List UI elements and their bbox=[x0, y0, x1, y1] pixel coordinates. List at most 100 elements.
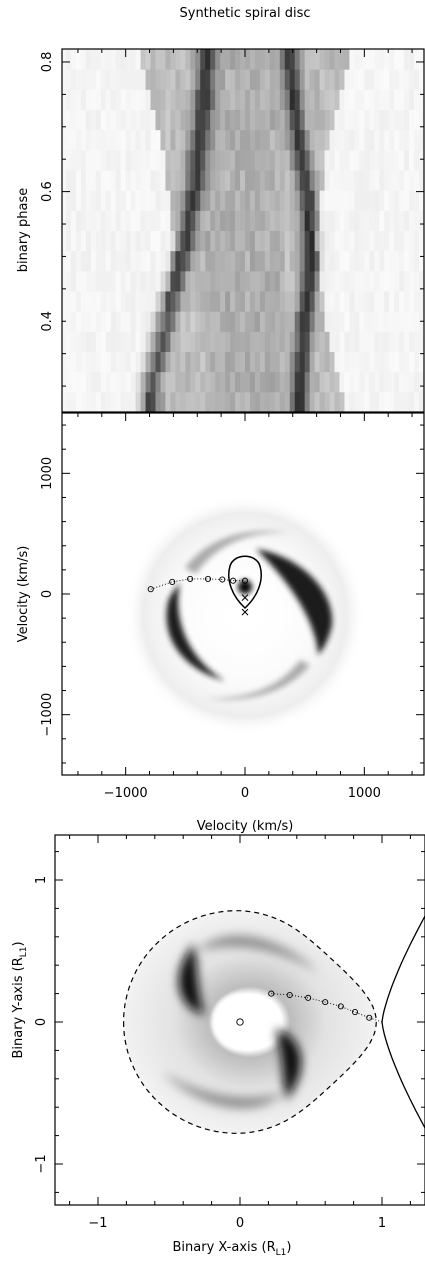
spectrum-pixel bbox=[210, 391, 216, 412]
spectrum-pixel bbox=[120, 69, 127, 90]
spectrum-pixel bbox=[230, 230, 236, 252]
spectrum-pixel bbox=[215, 49, 221, 70]
velocity-y-tick-label: 0 bbox=[40, 590, 55, 598]
spectrum-pixel bbox=[170, 129, 176, 151]
spectrum-pixel bbox=[170, 109, 176, 131]
spectrum-pixel bbox=[334, 190, 340, 211]
spectrum-pixel bbox=[359, 331, 365, 352]
spectrum-pixel bbox=[140, 270, 147, 292]
spectrum-pixel bbox=[165, 351, 171, 373]
spectrum-pixel bbox=[319, 250, 326, 272]
spectrum-pixel bbox=[225, 250, 231, 272]
doppler-spiral-arm-left bbox=[166, 583, 225, 681]
spectrum-pixel bbox=[304, 89, 311, 110]
spectrum-pixel bbox=[329, 190, 335, 211]
spectrum-pixel bbox=[349, 331, 355, 352]
spectrum-pixel bbox=[80, 210, 87, 231]
spectrum-pixel bbox=[125, 331, 132, 352]
spectrum-pixel bbox=[180, 270, 186, 292]
phase-axis-label: binary phase bbox=[16, 188, 31, 272]
spectrum-pixel bbox=[70, 311, 77, 332]
spectrum-pixel bbox=[374, 270, 380, 292]
spectrum-pixel bbox=[200, 190, 206, 211]
spectrum-pixel bbox=[170, 391, 176, 412]
spectrum-pixel bbox=[274, 331, 281, 352]
spectrum-pixel bbox=[195, 331, 201, 352]
spectrum-pixel bbox=[324, 250, 331, 272]
spectrum-pixel bbox=[170, 170, 176, 191]
spectrum-pixel bbox=[354, 351, 360, 373]
spectrum-pixel bbox=[130, 129, 137, 151]
spectrum-pixel bbox=[374, 250, 380, 272]
spectrum-pixel bbox=[130, 270, 137, 292]
spectrum-pixel bbox=[240, 69, 246, 90]
spectrum-pixel bbox=[195, 250, 201, 272]
spectrum-pixel bbox=[225, 311, 231, 332]
spectrum-pixel bbox=[205, 129, 211, 151]
spectrum-pixel bbox=[140, 371, 147, 393]
spectrum-pixel bbox=[274, 170, 281, 191]
spectrum-pixel bbox=[249, 149, 256, 171]
spectrum-pixel bbox=[394, 170, 400, 191]
spectrum-pixel bbox=[314, 250, 321, 272]
spectrum-pixel bbox=[264, 351, 271, 373]
spectrum-pixel bbox=[319, 170, 326, 191]
spectrum-pixel bbox=[254, 190, 261, 211]
spectrum-pixel bbox=[155, 190, 161, 211]
spectrum-pixel bbox=[339, 250, 345, 272]
spectrum-pixel bbox=[369, 331, 375, 352]
spectrum-pixel bbox=[220, 129, 226, 151]
spectrum-pixel bbox=[249, 311, 256, 332]
spectrum-pixel bbox=[175, 391, 181, 412]
spectrum-pixel bbox=[259, 49, 266, 70]
spectrum-pixel bbox=[135, 250, 142, 272]
spectrum-pixel bbox=[105, 351, 112, 373]
spectrum-pixel bbox=[364, 69, 370, 90]
spectrum-pixel bbox=[240, 270, 246, 292]
spectrum-pixel bbox=[180, 210, 186, 231]
spatial-disc-ticks bbox=[55, 835, 425, 1205]
spectrum-pixel bbox=[304, 250, 311, 272]
spectrum-pixel bbox=[100, 291, 107, 312]
spectrum-pixel bbox=[210, 129, 216, 151]
spectrum-pixel bbox=[150, 190, 156, 211]
spectrum-pixel bbox=[334, 210, 340, 231]
spectrum-pixel bbox=[344, 170, 350, 191]
spectrum-pixel bbox=[419, 371, 424, 393]
spectrum-pixel bbox=[195, 170, 201, 191]
spectrum-pixel bbox=[215, 210, 221, 231]
spectrum-pixel bbox=[205, 371, 211, 393]
phase-tick-label: 0.4 bbox=[40, 311, 55, 332]
spectrum-pixel bbox=[284, 270, 291, 292]
center-of-mass-marker bbox=[241, 608, 249, 616]
velocity-x-axis-label: Velocity (km/s) bbox=[197, 819, 294, 834]
spectrum-pixel bbox=[155, 250, 161, 272]
spectrum-pixel bbox=[389, 89, 395, 110]
spectrum-pixel bbox=[225, 170, 231, 191]
spectrum-pixel bbox=[115, 331, 122, 352]
spectrum-pixel bbox=[225, 149, 231, 171]
spectrum-pixel bbox=[170, 371, 176, 393]
spectrum-pixel bbox=[105, 89, 112, 110]
phase-tick-label: 0.8 bbox=[40, 52, 55, 73]
spectrum-pixel bbox=[309, 291, 316, 312]
spectrum-pixel bbox=[264, 371, 271, 393]
spectrum-pixel bbox=[369, 89, 375, 110]
spectrum-pixel bbox=[384, 170, 390, 191]
spectrum-pixel bbox=[145, 351, 152, 373]
spectrum-pixel bbox=[75, 230, 82, 252]
spectrum-pixel bbox=[190, 190, 196, 211]
spectrum-pixel bbox=[394, 391, 400, 412]
spectrum-pixel bbox=[269, 49, 276, 70]
spectrum-pixel bbox=[200, 391, 206, 412]
spectrum-pixel bbox=[125, 250, 132, 272]
spectrum-pixel bbox=[374, 230, 380, 252]
spectrum-pixel bbox=[185, 190, 191, 211]
spectrum-pixel bbox=[245, 109, 251, 131]
gas-stream-spatial bbox=[268, 990, 383, 1023]
spectrum-pixel bbox=[369, 170, 375, 191]
spectrum-pixel bbox=[419, 109, 424, 131]
spectrum-pixel bbox=[215, 391, 221, 412]
spectrum-pixel bbox=[284, 391, 291, 412]
spectrum-pixel bbox=[100, 109, 107, 131]
